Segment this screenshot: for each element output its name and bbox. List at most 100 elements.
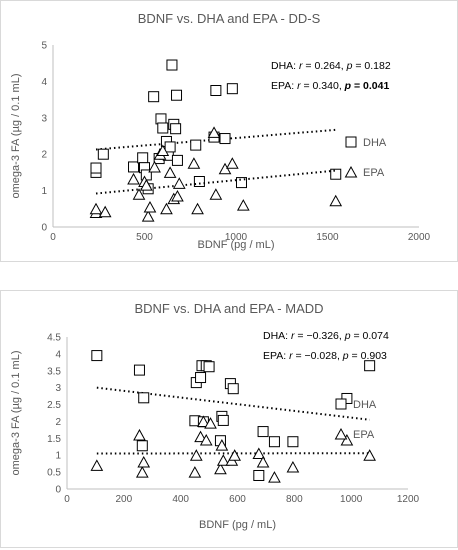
data-point-epa	[329, 194, 343, 207]
data-point-epa	[197, 415, 210, 427]
data-point-epa	[148, 160, 161, 173]
legend-label-epa: EPA	[363, 167, 385, 179]
data-point-dha	[330, 168, 342, 180]
data-point-dha	[136, 440, 148, 452]
y-tick-label: 0	[55, 485, 61, 496]
series-epa	[90, 415, 376, 483]
data-point-dha	[190, 139, 202, 151]
legend-label-epa: EPA	[353, 429, 375, 441]
data-point-epa	[225, 157, 239, 169]
data-point-dha	[217, 414, 229, 426]
y-tick-label: 3.5	[47, 366, 61, 377]
data-point-epa	[139, 179, 153, 191]
x-tick-label: 1200	[397, 494, 420, 505]
legend-marker-epa	[334, 427, 348, 440]
y-tick-label: 4.5	[47, 333, 61, 344]
y-tick-label: 0.5	[47, 468, 61, 479]
legend-marker-epa	[344, 165, 358, 178]
y-tick-label: 3	[55, 383, 61, 394]
data-point-dha	[341, 392, 353, 404]
data-point-dha	[164, 141, 176, 153]
data-point-epa	[286, 461, 300, 473]
data-point-dha	[227, 383, 239, 395]
data-point-dha	[97, 148, 109, 160]
data-point-dha	[226, 83, 238, 95]
data-point-epa	[216, 454, 230, 466]
y-tick-label: 1.5	[47, 434, 61, 445]
data-point-epa	[199, 433, 213, 446]
x-tick-label: 0	[64, 494, 70, 505]
data-point-dha	[203, 361, 215, 373]
data-point-epa	[363, 449, 376, 461]
data-point-epa	[209, 188, 223, 200]
x-tick-label: 2000	[408, 232, 431, 243]
data-point-dha	[171, 154, 183, 166]
data-point-dha	[257, 426, 269, 438]
legend-label-dha: DHA	[363, 137, 387, 149]
legend-marker-dha	[345, 136, 357, 148]
data-point-epa	[236, 199, 250, 211]
y-tick-label: 2.5	[47, 400, 61, 411]
data-point-epa	[141, 210, 155, 222]
data-point-dha	[166, 59, 178, 71]
y-tick-label: 0	[41, 223, 47, 234]
legend-label-dha: DHA	[353, 399, 377, 411]
y-axis-label: omega-3 FA (µg / 0.1 mL)	[10, 74, 22, 199]
data-point-epa	[127, 172, 140, 185]
y-tick-label: 4	[55, 349, 61, 360]
x-axis-label: BDNF (pg / mL)	[197, 239, 274, 251]
x-tick-label: 1000	[340, 494, 363, 505]
data-point-epa	[228, 449, 242, 461]
data-point-dha	[171, 89, 183, 101]
data-point-dha	[138, 392, 150, 404]
data-point-epa	[191, 202, 204, 215]
data-point-epa	[160, 202, 173, 215]
data-point-epa	[204, 417, 217, 429]
data-point-dha	[157, 122, 169, 134]
data-point-epa	[135, 466, 149, 478]
data-point-epa	[256, 455, 270, 468]
data-point-epa	[89, 202, 103, 215]
data-point-epa	[137, 455, 151, 468]
y-tick-label: 5	[41, 41, 47, 52]
data-point-dha	[364, 360, 376, 372]
correlation-annotation: DHA: r = 0.264, p = 0.182	[271, 60, 391, 72]
data-point-dha	[133, 364, 145, 376]
data-point-dha	[148, 91, 160, 103]
x-tick-label: 500	[136, 232, 153, 243]
data-point-dha	[287, 436, 299, 448]
data-point-dha	[210, 85, 222, 96]
x-tick-label: 1500	[316, 232, 339, 243]
scatter-chart-madd: BDNF vs. DHA and EPA - MADD 0 200 400 600 800…	[10, 301, 420, 531]
data-point-epa	[268, 471, 281, 483]
data-point-epa	[215, 439, 229, 451]
data-point-epa	[189, 449, 203, 461]
chart-title: BDNF vs. DHA and EPA - MADD	[134, 301, 323, 316]
y-tick-label: 1	[55, 451, 61, 462]
data-point-dha	[137, 152, 149, 164]
y-tick-label: 4	[41, 77, 47, 88]
data-point-epa	[194, 430, 207, 443]
legend-marker-dha	[335, 398, 347, 410]
data-point-epa	[172, 177, 186, 189]
y-axis-label: omega-3 FA (µg / 0.1 mL)	[10, 351, 22, 476]
correlation-annotation: EPA: r = 0.340, p = 0.041	[271, 80, 389, 92]
x-tick-label: 200	[115, 494, 132, 505]
y-tick-label: 1	[41, 186, 47, 197]
data-point-dha	[90, 162, 102, 174]
data-point-epa	[252, 447, 266, 460]
data-point-dha	[155, 113, 167, 125]
x-tick-label: 1000	[225, 232, 248, 243]
series-dha	[91, 350, 376, 481]
data-point-dha	[219, 133, 231, 145]
data-point-epa	[188, 466, 202, 478]
data-point-epa	[132, 188, 146, 200]
chart-panel-madd: BDNF vs. DHA and EPA - MADD 0 200 400 600 800…	[0, 290, 458, 548]
data-point-epa	[156, 144, 170, 157]
data-point-dha	[170, 123, 182, 135]
data-point-dha	[268, 436, 280, 448]
data-point-dha	[91, 350, 103, 362]
data-point-epa	[163, 166, 177, 178]
data-point-epa	[171, 190, 184, 202]
data-point-dha	[195, 372, 207, 384]
